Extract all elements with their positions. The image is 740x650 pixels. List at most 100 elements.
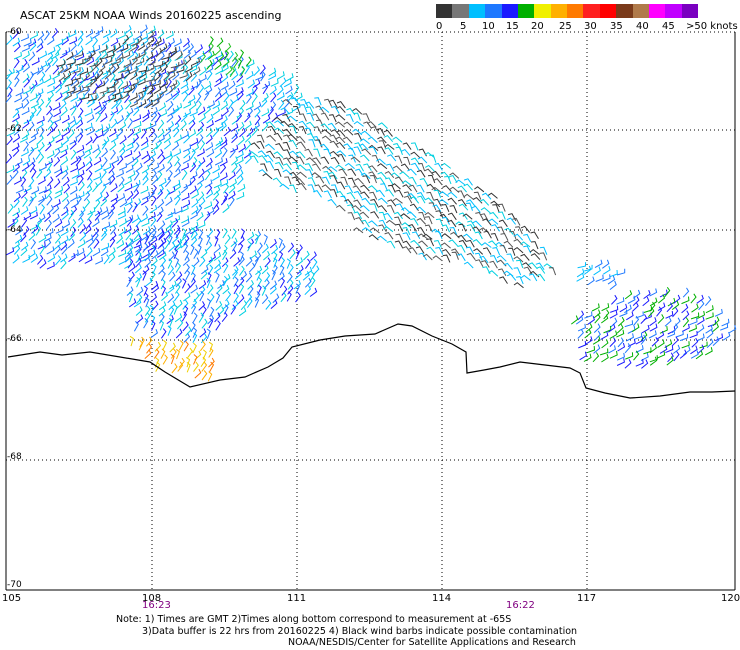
wind-barb (296, 171, 307, 178)
wind-barb (384, 170, 395, 179)
wind-barb (95, 57, 103, 68)
wind-barb (119, 198, 128, 208)
wind-barb (479, 198, 490, 206)
wind-barb (417, 195, 426, 204)
wind-barb (54, 165, 62, 174)
wind-barb (136, 294, 143, 305)
wind-barb (36, 120, 44, 130)
wind-barb (633, 315, 640, 327)
wind-barb (498, 211, 506, 220)
wind-barb (338, 168, 348, 176)
wind-barb (335, 141, 346, 150)
wind-barb (95, 130, 104, 139)
wind-barb (347, 204, 356, 213)
wind-barb (275, 161, 284, 170)
wind-barb (402, 246, 412, 254)
wind-barb (648, 307, 655, 318)
wind-barb (291, 97, 300, 106)
wind-barb (229, 66, 236, 78)
wind-barb (536, 273, 546, 282)
wind-barb (13, 119, 19, 130)
wind-barb (28, 231, 36, 241)
wind-barb (603, 265, 611, 275)
wind-barb (173, 148, 182, 157)
wind-barb (651, 336, 659, 347)
wind-barb (237, 58, 243, 69)
wind-barb (255, 72, 264, 81)
wind-barb (601, 314, 609, 324)
wind-barb (37, 176, 46, 185)
wind-barb (594, 330, 601, 341)
wind-barb (213, 252, 222, 262)
wind-barb (378, 211, 386, 221)
wind-barb (86, 56, 95, 66)
wind-barb (44, 238, 52, 249)
wind-barb (63, 199, 70, 210)
wind-barb (47, 36, 55, 46)
wind-barb (101, 57, 109, 68)
wind-barb (595, 274, 604, 282)
wind-barb (418, 211, 426, 221)
wind-barb (6, 174, 13, 185)
wind-barb (101, 157, 108, 168)
colorbar-segment (665, 4, 682, 18)
wind-barb (148, 189, 155, 200)
wind-barb (310, 251, 317, 261)
wind-barb (20, 148, 29, 157)
wind-barb (634, 332, 643, 340)
wind-barb (102, 221, 111, 230)
wind-barb (536, 266, 546, 274)
wind-barb (80, 86, 89, 93)
wind-barb (95, 178, 103, 188)
wind-barb (276, 85, 284, 96)
wind-barb (498, 203, 506, 212)
wind-barb (47, 176, 54, 187)
wind-barb (128, 298, 137, 308)
wind-barb (281, 285, 288, 296)
wind-barb (265, 299, 272, 310)
wind-barb (143, 99, 152, 109)
wind-barb (649, 323, 658, 332)
wind-barb (150, 329, 159, 339)
wind-barb (306, 112, 315, 121)
wind-barb (312, 157, 322, 165)
lat-label: -68 (7, 452, 22, 462)
wind-barb (37, 31, 45, 41)
wind-barb (38, 153, 45, 164)
wind-barb (190, 236, 198, 247)
wind-barb (287, 92, 294, 102)
wind-barb (286, 258, 291, 269)
wind-barb (221, 81, 229, 91)
wind-barb (109, 141, 117, 151)
wind-barb (253, 66, 261, 77)
wind-barb (117, 207, 126, 216)
wind-barb (336, 190, 346, 199)
colorbar-label: 5 (460, 21, 467, 32)
wind-barb (358, 143, 369, 151)
wind-barb (69, 186, 78, 195)
wind-barb (61, 86, 70, 95)
wind-barb (330, 129, 341, 137)
wind-barb (38, 163, 47, 172)
colorbar-segment (616, 4, 633, 18)
wind-barb (214, 140, 222, 151)
wind-barb (132, 189, 140, 200)
wind-barb (201, 370, 208, 381)
wind-barb (68, 209, 75, 220)
wind-barb (270, 78, 279, 87)
wind-barb (395, 176, 405, 184)
wind-barb (237, 90, 244, 101)
wind-barb (145, 99, 153, 109)
wind-barb (171, 363, 178, 374)
wind-barb (254, 255, 259, 267)
wind-barb (632, 296, 640, 306)
wind-barb (109, 175, 116, 186)
wind-barb (592, 336, 601, 345)
wind-barb (29, 162, 36, 173)
wind-barb (499, 276, 508, 284)
wind-barb (600, 331, 609, 340)
wind-barb (149, 224, 157, 235)
wind-barb (417, 162, 426, 172)
wind-barb (167, 121, 175, 131)
wind-barb (269, 285, 277, 295)
